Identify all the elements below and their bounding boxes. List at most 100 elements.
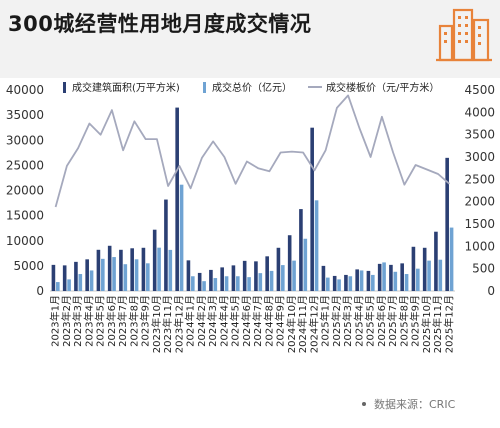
bar-total	[326, 277, 330, 291]
x-tick-label: 2025年8月	[397, 295, 410, 347]
bar-area	[220, 267, 224, 291]
x-tick-label: 2025年12月	[442, 295, 455, 353]
bar-total	[281, 265, 285, 291]
bar-total	[269, 270, 274, 291]
page-title: 300城经营性用地月度成交情况	[8, 12, 312, 36]
legend-swatch-total	[203, 82, 206, 93]
x-tick-label: 2025年1月	[319, 295, 332, 347]
y-right-tick-label: 2500	[464, 172, 495, 186]
bar-area	[152, 229, 157, 291]
bar-total	[67, 279, 71, 291]
bar-area	[209, 269, 213, 291]
x-tick-label: 2025年3月	[341, 295, 354, 347]
x-tick-label: 2025年7月	[386, 295, 399, 347]
x-tick-label: 2023年3月	[71, 295, 84, 347]
x-tick-label: 2023年1月	[49, 295, 62, 347]
source-bullet	[362, 402, 366, 406]
bar-area	[96, 249, 101, 291]
x-tick-label: 2024年6月	[240, 295, 253, 347]
bar-area	[186, 260, 191, 291]
bar-total	[202, 281, 206, 291]
y-right-tick-label: 2000	[464, 195, 495, 209]
x-tick-label: 2024年10月	[285, 295, 298, 353]
bar-area	[366, 270, 371, 291]
bar-total	[78, 274, 83, 291]
x-tick-label: 2025年11月	[431, 295, 444, 353]
bar-total	[371, 274, 375, 291]
bar-total	[303, 238, 308, 291]
bar-total	[123, 264, 128, 291]
bar-area	[107, 245, 112, 291]
bar-total	[404, 274, 409, 291]
bar-area	[74, 261, 78, 291]
y-right-tick-label: 4000	[464, 105, 495, 119]
bar-total	[337, 279, 341, 291]
x-tick-label: 2024年8月	[262, 295, 275, 347]
chart: 0500010000150002000025000300003500040000…	[6, 81, 495, 353]
bar-total	[382, 262, 386, 291]
x-tick-label: 2024年12月	[307, 295, 320, 353]
bar-total	[314, 200, 319, 291]
bar-total	[224, 276, 229, 291]
x-tick-label: 2025年5月	[364, 295, 377, 347]
y-right-tick-label: 4500	[464, 83, 495, 97]
x-tick-label: 2023年9月	[139, 295, 152, 347]
data-source-text: 数据来源：CRIC	[374, 398, 456, 411]
x-tick-label: 2024年7月	[251, 295, 264, 347]
bar-area	[276, 247, 281, 291]
x-tick-label: 2023年2月	[60, 295, 73, 347]
bar-total	[191, 276, 195, 291]
bar-total	[112, 257, 116, 291]
bar-area	[119, 249, 123, 291]
y-right-tick-label: 3000	[464, 150, 495, 164]
x-tick-label: 2023年6月	[105, 295, 118, 347]
legend-label-area: 成交建筑面积(万平方米)	[72, 81, 180, 94]
bar-area	[389, 264, 393, 291]
bar-area	[321, 265, 326, 291]
legend-label-price: 成交楼板价（元/平方米）	[326, 81, 439, 94]
bar-total	[247, 277, 251, 291]
price-line	[54, 94, 450, 208]
bar-area	[265, 256, 269, 291]
bar-area	[197, 272, 202, 291]
bar-area	[242, 260, 247, 291]
x-tick-label: 2025年10月	[420, 295, 433, 353]
bar-area	[344, 274, 348, 291]
x-tick-label: 2024年3月	[206, 295, 219, 347]
bar-total	[438, 259, 443, 291]
bar-total	[416, 268, 420, 291]
y-left-tick-label: 5000	[13, 259, 44, 273]
y-left-tick-label: 25000	[6, 158, 44, 172]
x-tick-label: 2024年11月	[296, 295, 309, 353]
bar-total	[101, 258, 105, 291]
y-left-tick-label: 20000	[6, 184, 44, 198]
y-left-tick-label: 30000	[6, 133, 44, 147]
legend-label-total: 成交总价（亿元）	[212, 81, 292, 94]
y-left-tick-label: 10000	[6, 234, 44, 248]
bar-total	[213, 278, 218, 291]
bar-total	[449, 227, 454, 291]
y-right-tick-label: 3500	[464, 128, 495, 142]
bar-total	[134, 259, 139, 291]
bar-area	[355, 269, 359, 291]
bar-area	[51, 264, 56, 291]
bar-area	[445, 157, 449, 291]
x-tick-label: 2024年2月	[195, 295, 208, 347]
bar-area	[434, 231, 438, 291]
bar-total	[348, 276, 353, 291]
bar-total	[258, 273, 263, 291]
bar-area	[254, 261, 258, 291]
x-tick-label: 2023年4月	[82, 295, 95, 347]
bar-area	[400, 263, 404, 291]
x-tick-label: 2025年9月	[409, 295, 422, 347]
x-tick-label: 2025年2月	[330, 295, 343, 347]
y-left-tick-label: 40000	[6, 83, 44, 97]
x-tick-label: 2025年4月	[352, 295, 365, 347]
x-tick-label: 2025年6月	[375, 295, 388, 347]
bar-area	[85, 259, 89, 291]
bar-area	[411, 246, 416, 291]
x-tick-label: 2023年5月	[94, 295, 107, 347]
y-left-tick-label: 35000	[6, 108, 44, 122]
data-source: 数据来源：CRIC	[360, 396, 455, 412]
bar-total	[157, 247, 161, 291]
